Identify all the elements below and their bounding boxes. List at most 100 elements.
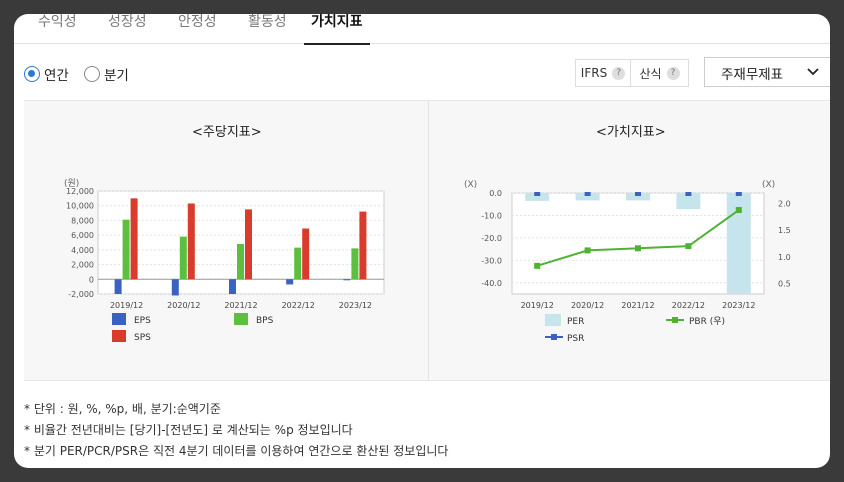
left-unit-label: (X) xyxy=(464,180,477,190)
bar-sps xyxy=(302,228,310,280)
radio-quarterly-label: 분기 xyxy=(104,68,129,84)
x-tick-label: 2019/12 xyxy=(521,301,554,310)
marker-pbr xyxy=(584,247,591,254)
bar-per xyxy=(626,193,650,201)
bar-per xyxy=(676,193,701,210)
x-tick-label: 2020/12 xyxy=(167,301,200,310)
footnote: * 분기 PER/PCR/PSR은 직전 4분기 데이터를 이용하여 연간으로 … xyxy=(24,444,449,458)
left-tick-label: 0.0 xyxy=(489,189,502,198)
x-tick-label: 2021/12 xyxy=(224,301,257,310)
tab-bar: 수익성 성장성 안정성 활동성 가치지표 xyxy=(14,14,830,45)
x-tick-label: 2022/12 xyxy=(282,301,315,310)
help-icon: ? xyxy=(666,66,680,80)
y-tick-label: 4,000 xyxy=(71,246,94,255)
y-tick-label: -2,000 xyxy=(68,290,94,299)
right-unit-label: (X) xyxy=(762,180,775,190)
bar-sps xyxy=(130,198,138,280)
bar-per xyxy=(525,193,550,201)
x-tick-label: 2021/12 xyxy=(621,301,654,310)
bar-bps xyxy=(122,219,130,280)
tab-value-indicators[interactable]: 가치지표 xyxy=(304,14,370,45)
x-tick-label: 2020/12 xyxy=(571,301,604,310)
bar-sps xyxy=(187,203,195,280)
legend-swatch xyxy=(234,313,248,325)
legend-label: PBR (우) xyxy=(689,316,725,327)
radio-annual[interactable]: 연간 xyxy=(24,64,69,84)
left-tick-label: -20.0 xyxy=(481,234,502,243)
marker-psr xyxy=(534,192,541,196)
chevron-down-icon xyxy=(807,68,819,76)
legend-swatch xyxy=(672,317,678,323)
bar-eps xyxy=(286,279,294,285)
per-share-chart-title: <주당지표> xyxy=(192,125,262,140)
left-tick-label: -10.0 xyxy=(481,211,502,220)
bar-per xyxy=(575,193,600,201)
legend-label: PSR xyxy=(567,334,584,344)
bar-eps xyxy=(229,279,236,294)
right-tick-label: 1.0 xyxy=(778,253,791,262)
marker-psr xyxy=(635,192,641,196)
x-tick-label: 2022/12 xyxy=(672,301,705,310)
y-tick-label: 0 xyxy=(89,275,94,284)
y-tick-label: 2,000 xyxy=(71,261,94,270)
marker-psr xyxy=(584,192,591,196)
bar-bps xyxy=(179,236,187,280)
y-tick-label: 10,000 xyxy=(66,202,94,211)
per-share-chart: (원)12,000 10,000 8,000 6,000 4,000 2,000 0 -2,0… xyxy=(64,178,385,343)
bar-bps xyxy=(294,247,302,280)
x-tick-label: 2019/12 xyxy=(110,301,143,310)
bar-sps xyxy=(359,211,367,280)
radio-quarterly[interactable]: 분기 xyxy=(84,64,129,84)
marker-pbr xyxy=(635,245,641,252)
y-tick-label: 8,000 xyxy=(71,216,94,225)
bar-sps xyxy=(245,209,252,280)
tab-activity[interactable]: 활동성 xyxy=(248,14,287,30)
main-card: 수익성 성장성 안정성 활동성 가치지표 연간 분기 IFRS ? 산식 ? 주… xyxy=(14,14,830,468)
bar-bps xyxy=(351,248,359,280)
y-tick-label: 6,000 xyxy=(71,231,94,240)
marker-pbr xyxy=(685,243,692,250)
help-icon: ? xyxy=(612,66,626,80)
bar-eps xyxy=(171,279,179,296)
y-tick-label: 12,000 xyxy=(66,187,94,196)
bar-eps xyxy=(114,279,122,294)
footnote: * 비율간 전년대비는 [당기]-[전년도] 로 계산되는 %p 정보입니다 xyxy=(24,423,353,437)
financial-statement-select[interactable]: 주재무제표 xyxy=(704,57,830,87)
tab-stability[interactable]: 안정성 xyxy=(178,14,217,30)
right-tick-label: 1.5 xyxy=(778,226,791,235)
select-value: 주재무제표 xyxy=(721,67,784,83)
marker-pbr xyxy=(534,262,541,269)
legend-label: EPS xyxy=(134,316,151,326)
tab-profitability[interactable]: 수익성 xyxy=(38,14,77,30)
right-tick-label: 0.5 xyxy=(778,279,791,288)
top-border xyxy=(14,0,830,2)
x-tick-label: 2023/12 xyxy=(722,301,755,310)
marker-psr xyxy=(685,192,692,196)
marker-pbr xyxy=(735,207,742,214)
unit-label: (원) xyxy=(64,178,79,189)
footnotes: * 단위 : 원, %, %p, 배, 분기:순액기준 * 비율간 전년대비는 … xyxy=(24,399,448,462)
value-indicator-chart: (X) (X) 0.0 -10.0 -20.0 -30.0 -40.0 2.0 1.5 1.0 0.… xyxy=(464,180,791,344)
legend-label: SPS xyxy=(134,333,151,343)
value-chart-title: <가치지표> xyxy=(596,125,666,140)
formula-label: 산식 xyxy=(639,66,662,81)
chart-panels: <주당지표> <가치지표> (원) 12,000 10,000 8,000 6,000 4… xyxy=(24,100,830,381)
legend-swatch xyxy=(551,334,557,340)
ifrs-help-button[interactable]: IFRS ? xyxy=(575,59,631,87)
ifrs-label: IFRS xyxy=(580,66,608,80)
legend-swatch xyxy=(112,313,126,325)
legend-label: BPS xyxy=(256,316,274,326)
left-tick-label: -30.0 xyxy=(481,256,502,265)
radio-annual-label: 연간 xyxy=(44,68,69,84)
marker-psr xyxy=(735,192,742,196)
panel-divider xyxy=(428,101,429,380)
x-tick-label: 2023/12 xyxy=(339,301,372,310)
legend-swatch xyxy=(545,314,561,326)
right-tick-label: 2.0 xyxy=(778,200,791,209)
tab-growth[interactable]: 성장성 xyxy=(108,14,147,30)
bar-eps xyxy=(343,279,351,281)
formula-help-button[interactable]: 산식 ? xyxy=(630,59,689,87)
radio-unchecked-icon xyxy=(84,66,100,82)
bar-bps xyxy=(237,243,244,280)
plot-area xyxy=(511,192,765,295)
